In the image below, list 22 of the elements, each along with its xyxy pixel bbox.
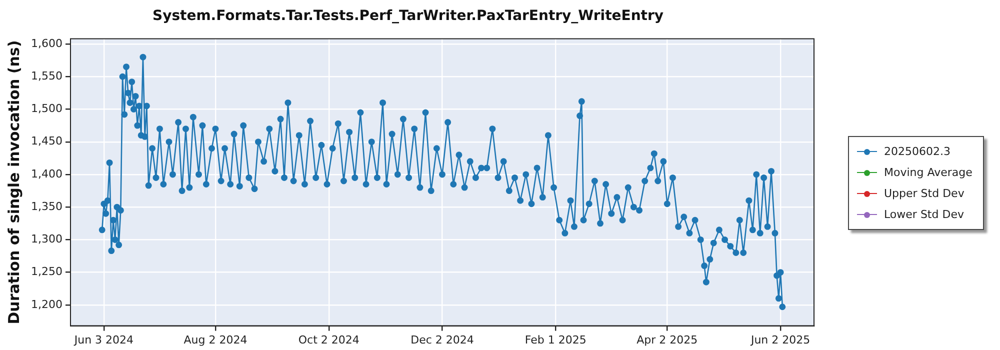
chart-title: System.Formats.Tar.Tests.Perf_TarWriter.PaxTarEntry_WriteEntry xyxy=(152,8,664,24)
x-tick-label: Jun 2 2025 xyxy=(750,333,810,346)
legend-label: Moving Average xyxy=(884,166,972,179)
y-tick-label: 1,450 xyxy=(30,134,62,148)
x-tick-label: Oct 2 2024 xyxy=(298,333,360,346)
y-tick-label: 1,250 xyxy=(30,265,62,278)
y-tick-label: 1,200 xyxy=(30,298,62,311)
x-tick-label: Jun 3 2024 xyxy=(73,333,134,346)
y-tick-label: 1,600 xyxy=(30,36,62,50)
y-tick-label: 1,350 xyxy=(30,200,62,213)
legend-label: Upper Std Dev xyxy=(884,187,964,200)
x-tick-label: Feb 1 2025 xyxy=(524,333,586,346)
x-tick-label: Dec 2 2024 xyxy=(410,333,474,346)
y-axis-title: Duration of single invocation (ns) xyxy=(4,40,23,324)
y-tick-label: 1,500 xyxy=(30,102,62,116)
x-tick-label: Aug 2 2024 xyxy=(184,333,248,346)
legend-label: Lower Std Dev xyxy=(884,208,964,221)
x-tick-label: Apr 2 2025 xyxy=(636,333,698,346)
y-tick-label: 1,300 xyxy=(30,232,62,246)
y-tick-label: 1,400 xyxy=(30,167,62,180)
y-tick-label: 1,550 xyxy=(30,69,62,82)
legend-label: 20250602.3 xyxy=(884,145,950,158)
